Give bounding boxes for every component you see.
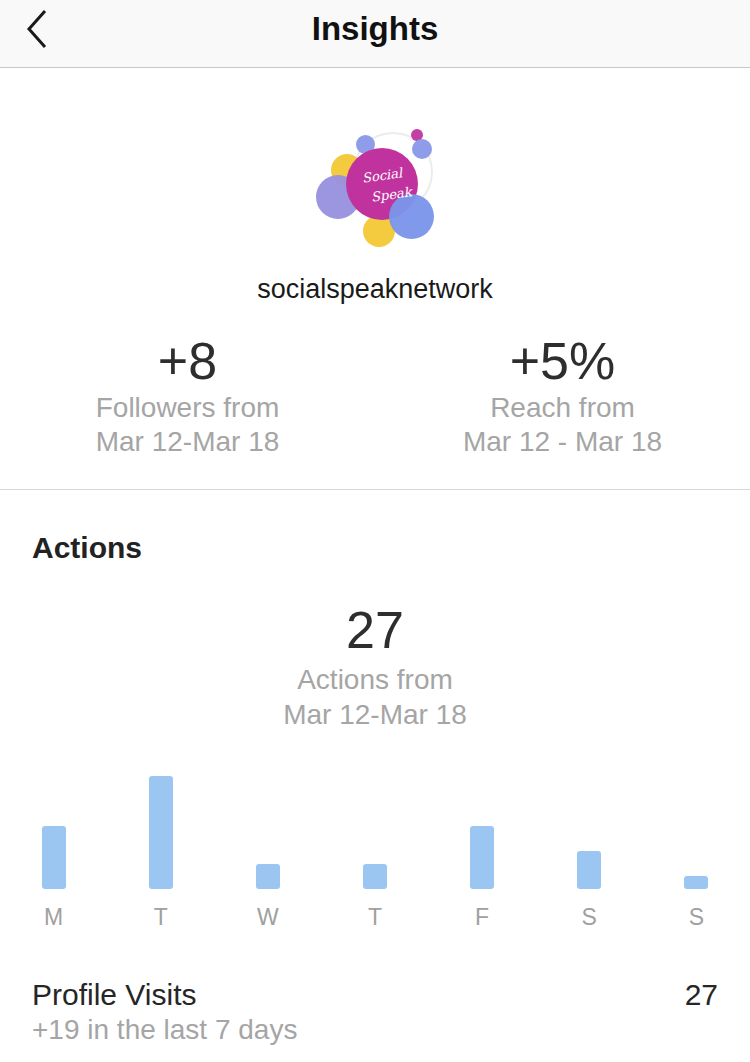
header: Insights [0, 0, 750, 68]
chart-column [643, 776, 750, 889]
chart-bar [684, 876, 708, 889]
stat-reach-value: +5% [375, 333, 750, 389]
stats-row: +8 Followers from Mar 12-Mar 18 +5% Reac… [0, 333, 750, 459]
actions-range-label: Actions from Mar 12-Mar 18 [0, 662, 750, 732]
actions-bar-chart [0, 776, 750, 889]
actions-summary: 27 Actions from Mar 12-Mar 18 [0, 602, 750, 732]
chart-x-label: S [643, 904, 750, 930]
chart-bar [256, 864, 280, 889]
chart-x-label: M [0, 904, 107, 930]
username: socialspeaknetwork [0, 272, 750, 306]
chart-x-labels: MTWTFSS [0, 904, 750, 930]
chart-column [0, 776, 107, 889]
chart-x-label: F [429, 904, 536, 930]
chart-x-label: W [214, 904, 321, 930]
profile-avatar: Social Speak [305, 126, 445, 252]
actions-section-title: Actions [32, 530, 750, 566]
chart-bar [42, 826, 66, 889]
back-chevron-icon [25, 9, 47, 49]
chart-x-label: T [321, 904, 428, 930]
stat-reach: +5% Reach from Mar 12 - Mar 18 [375, 333, 750, 459]
chart-column [429, 776, 536, 889]
profile-visits-value: 27 [685, 977, 718, 1013]
chart-bar [577, 851, 601, 889]
stat-reach-label: Reach from Mar 12 - Mar 18 [375, 391, 750, 459]
chart-column [321, 776, 428, 889]
chart-x-label: T [107, 904, 214, 930]
chart-bar [363, 864, 387, 889]
profile-visits-label: Profile Visits [32, 977, 197, 1013]
chart-column [214, 776, 321, 889]
chart-x-label: S [536, 904, 643, 930]
logo-circle-periwinkle-topright [412, 139, 432, 159]
chart-bar [470, 826, 494, 889]
insights-page: Insights Social Speak socialspeaknetwork… [0, 0, 750, 1062]
stat-followers-value: +8 [0, 333, 375, 389]
section-divider [0, 489, 750, 490]
profile-visits-section: Profile Visits 27 +19 in the last 7 days [0, 977, 750, 1047]
chart-column [107, 776, 214, 889]
stat-followers-label: Followers from Mar 12-Mar 18 [0, 391, 375, 459]
chart-column [536, 776, 643, 889]
page-title: Insights [312, 10, 439, 48]
profile-visits-sublabel: +19 in the last 7 days [32, 1013, 718, 1047]
back-button[interactable] [25, 0, 65, 58]
stat-followers: +8 Followers from Mar 12-Mar 18 [0, 333, 375, 459]
actions-total: 27 [0, 602, 750, 658]
chart-bar [149, 776, 173, 889]
